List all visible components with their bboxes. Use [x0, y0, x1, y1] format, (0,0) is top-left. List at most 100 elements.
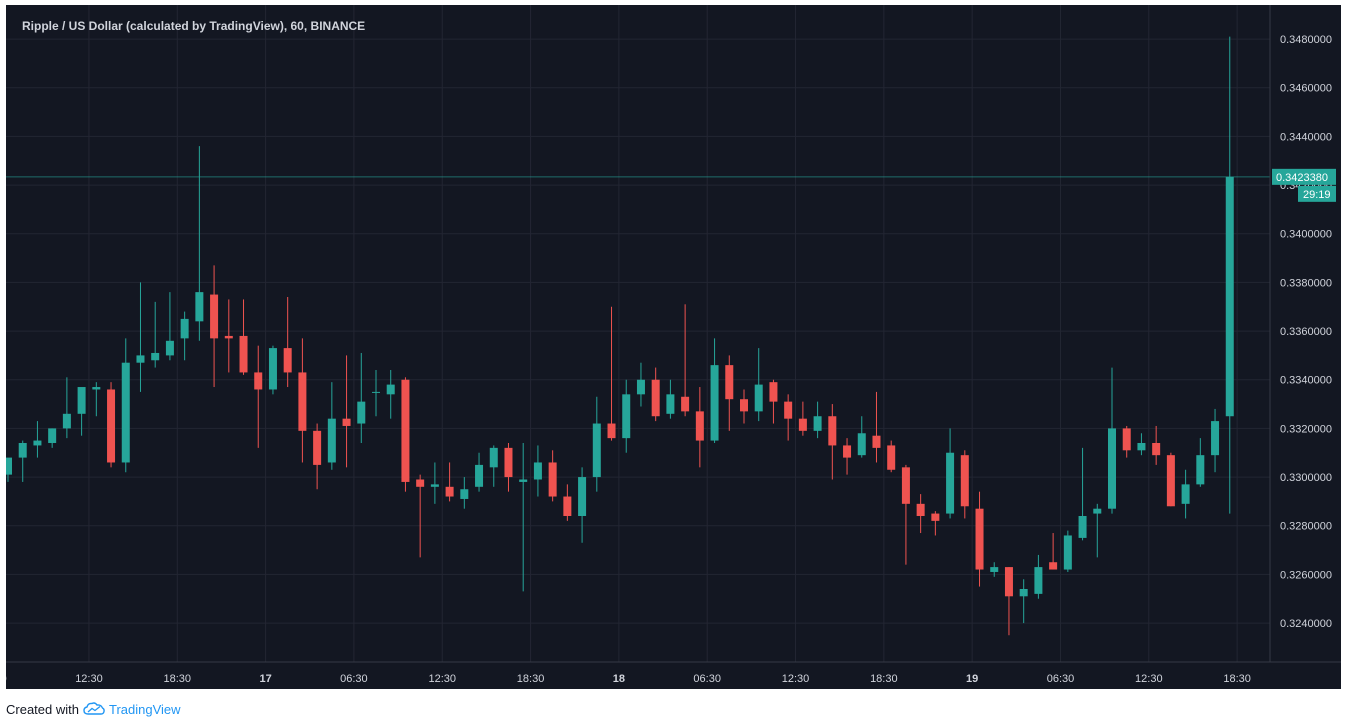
price-tick-label: 0.3340000 [1280, 375, 1332, 387]
candle [33, 421, 42, 458]
candle-body [843, 445, 852, 458]
candle [298, 338, 307, 463]
candle-body [769, 382, 778, 402]
countdown-badge [1298, 185, 1336, 202]
candle [372, 370, 380, 417]
created-with-label: Created with [6, 701, 79, 717]
candle-body [975, 508, 984, 570]
candle [931, 511, 940, 536]
candle-body [592, 423, 601, 478]
candle [1078, 447, 1087, 541]
candle-body [828, 416, 837, 446]
candle [489, 445, 498, 487]
time-tick-label: 18:30 [870, 673, 898, 685]
candle [813, 401, 822, 439]
grid-lines [6, 5, 1270, 662]
candle [121, 338, 130, 473]
candle-body [740, 399, 748, 412]
candle [224, 299, 233, 373]
candle-body [1181, 484, 1190, 504]
candle [107, 382, 116, 468]
candle-body [254, 372, 263, 390]
candle [666, 379, 675, 419]
candle [1225, 36, 1234, 514]
candle-body [48, 428, 57, 443]
candle-body [268, 348, 277, 390]
candle-body [813, 416, 822, 431]
candle-body [372, 391, 380, 393]
candle [681, 304, 690, 417]
candle [828, 404, 837, 480]
candlestick-chart[interactable]: 0.34800000.34600000.34400000.34200000.34… [6, 5, 1341, 689]
candle-body [666, 394, 675, 414]
candle [62, 377, 71, 439]
candle [1211, 408, 1220, 473]
footer: Created with TradingView [6, 700, 181, 718]
candle-body [1034, 567, 1043, 594]
candle [607, 306, 616, 441]
candle-body [622, 394, 631, 439]
candle [960, 450, 969, 519]
candle [313, 423, 322, 490]
time-tick-label: 06:30 [693, 673, 721, 685]
candle-body [754, 384, 763, 412]
candle-body [62, 413, 71, 429]
candle-body [357, 401, 366, 424]
price-tick-label: 0.3320000 [1280, 423, 1332, 435]
candles [6, 36, 1270, 636]
candle [342, 355, 351, 468]
candle-body [460, 489, 469, 499]
candle [946, 428, 955, 519]
candle-body [798, 418, 807, 431]
price-tick-label: 0.3440000 [1280, 131, 1332, 143]
candle [990, 562, 999, 577]
candle [1049, 533, 1058, 570]
candle-body [283, 348, 292, 373]
time-tick-label: 12:30 [428, 673, 456, 685]
candle-body [946, 452, 955, 514]
candle [445, 462, 454, 502]
candle [533, 445, 542, 497]
candle [798, 401, 807, 436]
candle-body [342, 418, 351, 426]
candle [151, 301, 160, 368]
candle-body [165, 340, 174, 356]
candle [18, 440, 27, 482]
candle [1004, 567, 1013, 636]
axes: 0.34800000.34600000.34400000.34200000.34… [6, 5, 1341, 685]
candle-body [1166, 455, 1175, 507]
candle-body [1211, 421, 1220, 456]
candle-body [136, 355, 145, 363]
candle [975, 491, 984, 587]
candle [48, 428, 57, 448]
candle [519, 443, 528, 592]
candle [1093, 503, 1102, 558]
candle-body [151, 352, 160, 361]
candle [710, 338, 719, 443]
candle [740, 389, 748, 424]
candle-body [6, 457, 12, 475]
price-tick-label: 0.3380000 [1280, 277, 1332, 289]
candle-body [1137, 443, 1146, 451]
time-tick-label: 19 [966, 673, 978, 685]
candle [386, 370, 395, 419]
price-tick-label: 0.3280000 [1280, 521, 1332, 533]
candle [843, 438, 852, 475]
candle-body [224, 335, 233, 339]
candle [165, 292, 174, 361]
candle-body [563, 496, 572, 516]
time-tick-label: 12:30 [1135, 673, 1163, 685]
candle-body [578, 477, 587, 516]
candle-body [725, 365, 734, 400]
candle-body [1196, 455, 1205, 485]
time-tick-label: 18:30 [517, 673, 545, 685]
candle-body [607, 423, 616, 439]
price-tick-label: 0.3460000 [1280, 83, 1332, 95]
candle-body [92, 387, 101, 390]
candle [872, 391, 881, 463]
tradingview-brand-link[interactable]: TradingView [108, 701, 181, 717]
candle-body [887, 445, 896, 470]
candle-body [121, 362, 130, 463]
candle [136, 282, 145, 392]
candle-body [1093, 508, 1102, 514]
